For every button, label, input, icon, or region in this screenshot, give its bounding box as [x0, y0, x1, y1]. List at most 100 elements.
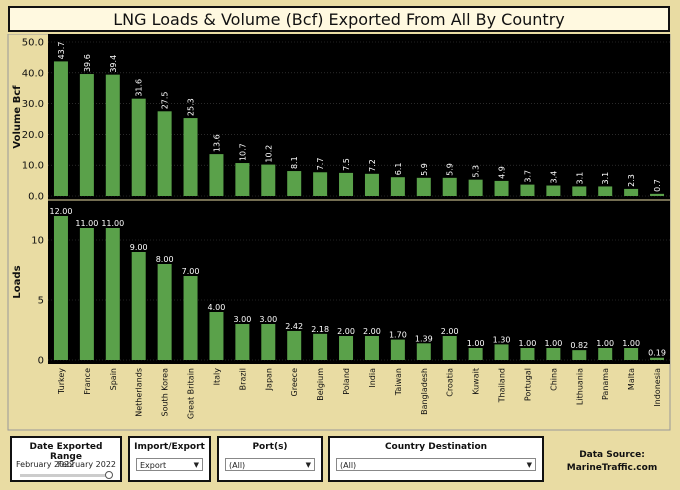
bar [598, 348, 613, 360]
bar [339, 172, 354, 196]
chevron-down-icon: ▼ [305, 461, 311, 469]
x-tick-label: Indonesia [653, 368, 662, 407]
y-tick-label: 5 [38, 296, 44, 307]
bar [131, 98, 146, 196]
x-tick-label: China [549, 368, 558, 391]
bar [131, 252, 146, 360]
data-label: 1.30 [493, 335, 511, 344]
x-tick-label: Poland [342, 368, 351, 395]
x-tick-label: Great Britain [187, 368, 196, 419]
bar [468, 348, 483, 360]
y-axis-label: Loads [12, 265, 23, 298]
date-range-slider[interactable] [20, 471, 113, 479]
x-tick-label: Brazil [238, 368, 247, 390]
data-label: 3.7 [523, 170, 532, 183]
bar [313, 172, 328, 196]
data-source-site: MarineTraffic.com [566, 463, 658, 473]
x-tick-label: Lithuania [575, 368, 584, 405]
bar [468, 179, 483, 196]
bar [157, 264, 172, 360]
bar [572, 350, 587, 360]
ports-filter: Port(s) (All) ▼ [217, 436, 323, 482]
data-label: 7.7 [316, 158, 325, 171]
x-tick-label: Croatia [446, 368, 455, 397]
y-tick-label: 20.0 [22, 130, 44, 141]
x-tick-label: Italy [212, 368, 221, 386]
x-tick-label: Thailand [498, 368, 507, 403]
data-label: 8.00 [156, 255, 174, 264]
data-label: 43.7 [57, 42, 66, 60]
data-label: 1.00 [622, 339, 640, 348]
y-tick-label: 10 [31, 236, 44, 247]
data-label: 8.1 [290, 156, 299, 169]
chart-area: 50.0 40.0 30.0 20.0 10.0 0.0 Volume Bcf 43.7 39.… [7, 34, 671, 431]
data-label: 1.00 [467, 339, 485, 348]
chevron-down-icon: ▼ [193, 461, 199, 469]
import-export-value: Export [140, 461, 167, 470]
y-tick-label: 0.0 [28, 192, 44, 203]
x-tick-label: Belgium [316, 368, 325, 401]
data-label: 3.00 [233, 315, 251, 324]
x-tick-label: Taiwan [394, 368, 403, 396]
data-label: 10.7 [238, 143, 247, 161]
y-tick-label: 30.0 [22, 99, 44, 110]
y-axis-label: Volume Bcf [12, 85, 23, 149]
data-label: 5.9 [446, 163, 455, 176]
data-label: 1.00 [544, 339, 562, 348]
bar [650, 193, 665, 196]
data-label: 27.5 [161, 91, 170, 109]
bar [572, 186, 587, 196]
bar [494, 344, 509, 360]
data-label: 10.2 [264, 145, 273, 163]
y-tick-label: 50.0 [22, 38, 44, 49]
bar [390, 339, 405, 360]
country-filter: Country Destination (All) ▼ [328, 436, 544, 482]
import-export-header: Import/Export [134, 442, 205, 452]
country-dropdown[interactable]: (All) ▼ [336, 458, 536, 471]
data-label: 11.00 [101, 219, 124, 228]
data-label: 31.6 [135, 79, 144, 97]
data-label: 39.6 [83, 54, 92, 72]
data-label: 6.1 [394, 162, 403, 175]
x-tick-label: Panama [601, 368, 610, 400]
data-label: 2.00 [441, 327, 459, 336]
plot-background [48, 34, 670, 200]
y-tick-label: 0 [38, 356, 44, 367]
import-export-filter: Import/Export Export ▼ [128, 436, 211, 482]
bar [79, 228, 94, 360]
bar [287, 171, 302, 196]
ports-header: Port(s) [252, 442, 288, 452]
x-tick-label: Greece [290, 368, 299, 397]
y-tick-label: 40.0 [22, 68, 44, 79]
bar [105, 228, 120, 360]
data-label: 2.00 [337, 327, 355, 336]
bar [416, 343, 431, 360]
x-tick-label: France [83, 368, 92, 395]
bar [624, 188, 639, 196]
data-label: 1.00 [519, 339, 537, 348]
data-label: 1.00 [596, 339, 614, 348]
ports-dropdown[interactable]: (All) ▼ [225, 458, 315, 471]
bar [157, 111, 172, 196]
data-label: 3.4 [549, 171, 558, 184]
data-label: 7.2 [368, 159, 377, 172]
date-range-from: February 2022 [16, 460, 75, 469]
data-label: 2.42 [285, 322, 303, 331]
data-source: Data Source: MarineTraffic.com [560, 449, 664, 475]
data-label: 2.3 [627, 174, 636, 187]
data-label: 9.00 [130, 243, 148, 252]
data-label: 0.19 [648, 349, 666, 358]
x-tick-label: Turkey [57, 368, 66, 395]
slider-handle[interactable] [105, 471, 113, 479]
bar [261, 324, 276, 360]
data-label: 3.00 [259, 315, 277, 324]
country-header: Country Destination [384, 442, 488, 452]
import-export-dropdown[interactable]: Export ▼ [136, 458, 203, 471]
chevron-down-icon: ▼ [526, 461, 532, 469]
bar [442, 177, 457, 196]
bar [650, 357, 665, 360]
data-label: 12.00 [50, 207, 73, 216]
bar [339, 336, 354, 360]
date-range-filter[interactable]: Date Exported Range February 2022 Februa… [10, 436, 122, 482]
data-label: 2.00 [363, 327, 381, 336]
